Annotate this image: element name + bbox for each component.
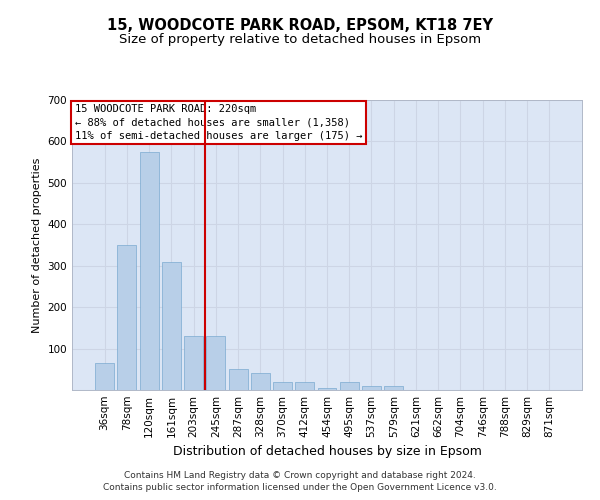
Bar	[206, 336, 225, 390]
Bar	[384, 386, 403, 390]
Bar	[118, 245, 136, 390]
Bar	[140, 152, 158, 390]
Bar	[295, 382, 314, 390]
Bar	[95, 363, 114, 390]
Bar	[273, 382, 292, 390]
Text: 15, WOODCOTE PARK ROAD, EPSOM, KT18 7EY: 15, WOODCOTE PARK ROAD, EPSOM, KT18 7EY	[107, 18, 493, 32]
Bar	[317, 388, 337, 390]
Text: Size of property relative to detached houses in Epsom: Size of property relative to detached ho…	[119, 32, 481, 46]
Bar	[229, 370, 248, 390]
Y-axis label: Number of detached properties: Number of detached properties	[32, 158, 42, 332]
Bar	[340, 382, 359, 390]
X-axis label: Distribution of detached houses by size in Epsom: Distribution of detached houses by size …	[173, 446, 481, 458]
Text: 15 WOODCOTE PARK ROAD: 220sqm
← 88% of detached houses are smaller (1,358)
11% o: 15 WOODCOTE PARK ROAD: 220sqm ← 88% of d…	[74, 104, 362, 141]
Bar	[251, 374, 270, 390]
Bar	[162, 262, 181, 390]
Text: Contains HM Land Registry data © Crown copyright and database right 2024.
Contai: Contains HM Land Registry data © Crown c…	[103, 471, 497, 492]
Bar	[362, 386, 381, 390]
Bar	[184, 336, 203, 390]
